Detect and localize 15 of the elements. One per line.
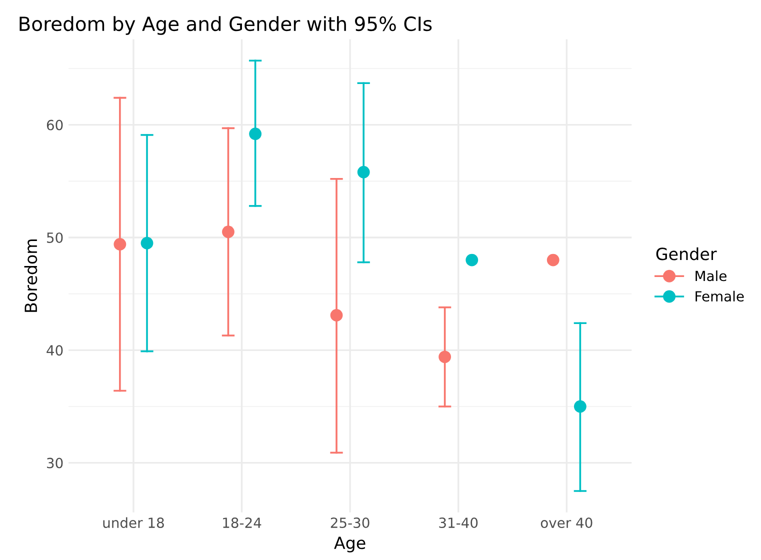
y-tick-label: 40 [46, 345, 63, 356]
y-axis-title: Boredom [24, 240, 38, 312]
legend-title: Gender [656, 247, 717, 260]
y-tick-label: 50 [47, 232, 63, 243]
x-tick-label: over 40 [540, 518, 592, 528]
legend-label: Female [696, 290, 744, 302]
chart-title: Boredom by Age and Gender with 95% CIs [20, 16, 432, 35]
x-tick-label: 31-40 [439, 518, 478, 528]
x-tick-label: 25-30 [330, 518, 370, 528]
y-tick-label: 30 [47, 458, 63, 468]
x-tick-label: 18-24 [223, 518, 262, 528]
x-axis-title: Age [334, 536, 366, 552]
y-tick-label: 60 [46, 120, 63, 130]
x-tick-label: under 18 [103, 517, 164, 528]
legend-label: Male [696, 270, 726, 282]
